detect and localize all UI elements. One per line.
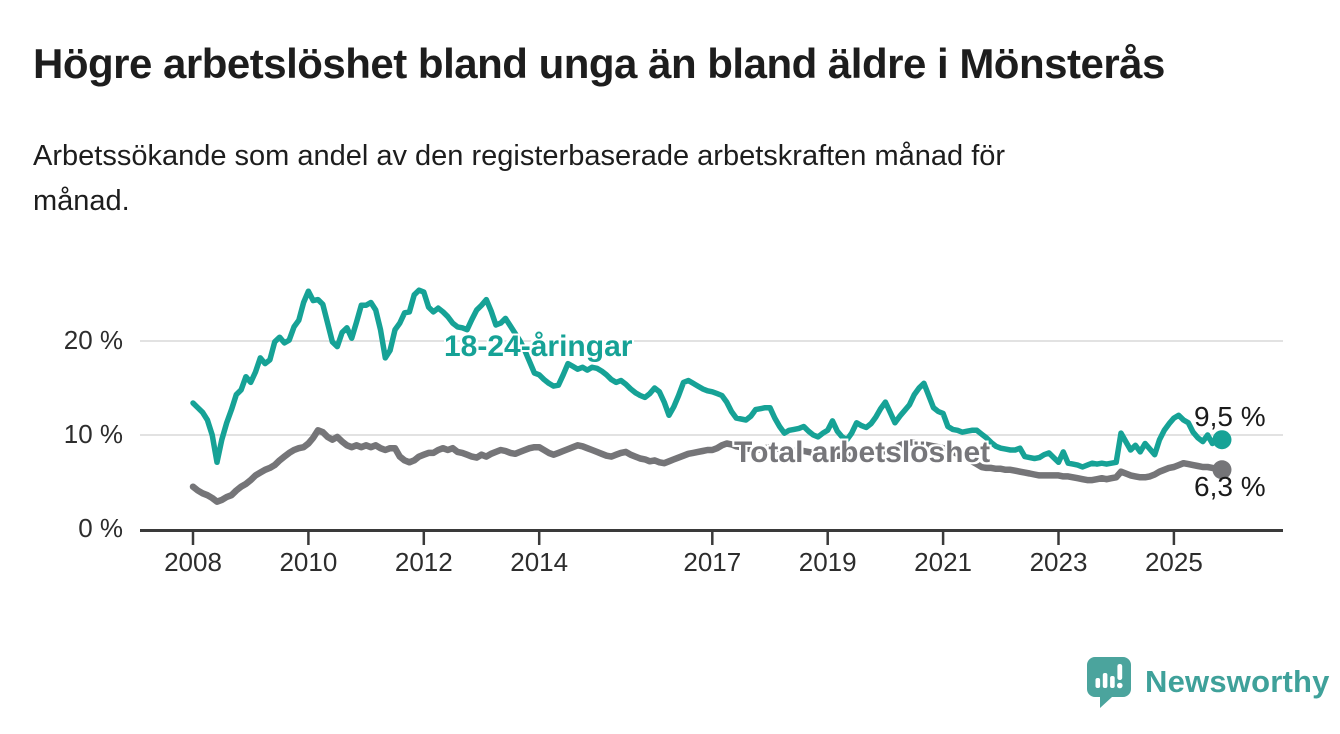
newsworthy-logo: Newsworthy <box>1086 656 1330 708</box>
x-axis-label-2008: 2008 <box>164 547 222 577</box>
x-axis-label-2010: 2010 <box>279 547 338 577</box>
series-label-total: Total arbetslöshet <box>734 436 991 469</box>
x-axis-label-2014: 2014 <box>510 547 569 577</box>
x-axis-label-2025: 2025 <box>1144 547 1203 577</box>
y-axis-label-10: 10 % <box>63 419 123 449</box>
x-axis-label-2019: 2019 <box>798 547 857 577</box>
x-axis-label-2012: 2012 <box>394 547 453 577</box>
series-line-young <box>190 287 1225 470</box>
newsworthy-logo-icon <box>1087 657 1131 708</box>
newsworthy-logo-text: Newsworthy <box>1145 664 1330 699</box>
chart-subtitle: Arbetssökande som andel av den registerb… <box>33 134 1005 224</box>
x-axis-label-2017: 2017 <box>683 547 742 577</box>
series-line-total <box>189 427 1226 505</box>
y-axis-label-0: 0 % <box>78 513 123 543</box>
end-value-young: 9,5 % <box>1194 401 1266 432</box>
x-axis-label-2021: 2021 <box>914 547 973 577</box>
y-axis-label-20: 20 % <box>63 325 123 355</box>
series-label-young: 18-24-åringar <box>444 330 633 363</box>
end-value-total: 6,3 % <box>1194 471 1266 502</box>
chart-subtitle-line2: månad. <box>33 184 130 217</box>
series-end-dot-young <box>1212 430 1232 450</box>
chart-subtitle-line1: Arbetssökande som andel av den registerb… <box>33 140 1006 172</box>
x-axis-label-2023: 2023 <box>1029 547 1088 577</box>
series-end-dot-total <box>1212 460 1232 480</box>
chart-title: Högre arbetslöshet bland unga än bland ä… <box>33 40 1165 87</box>
